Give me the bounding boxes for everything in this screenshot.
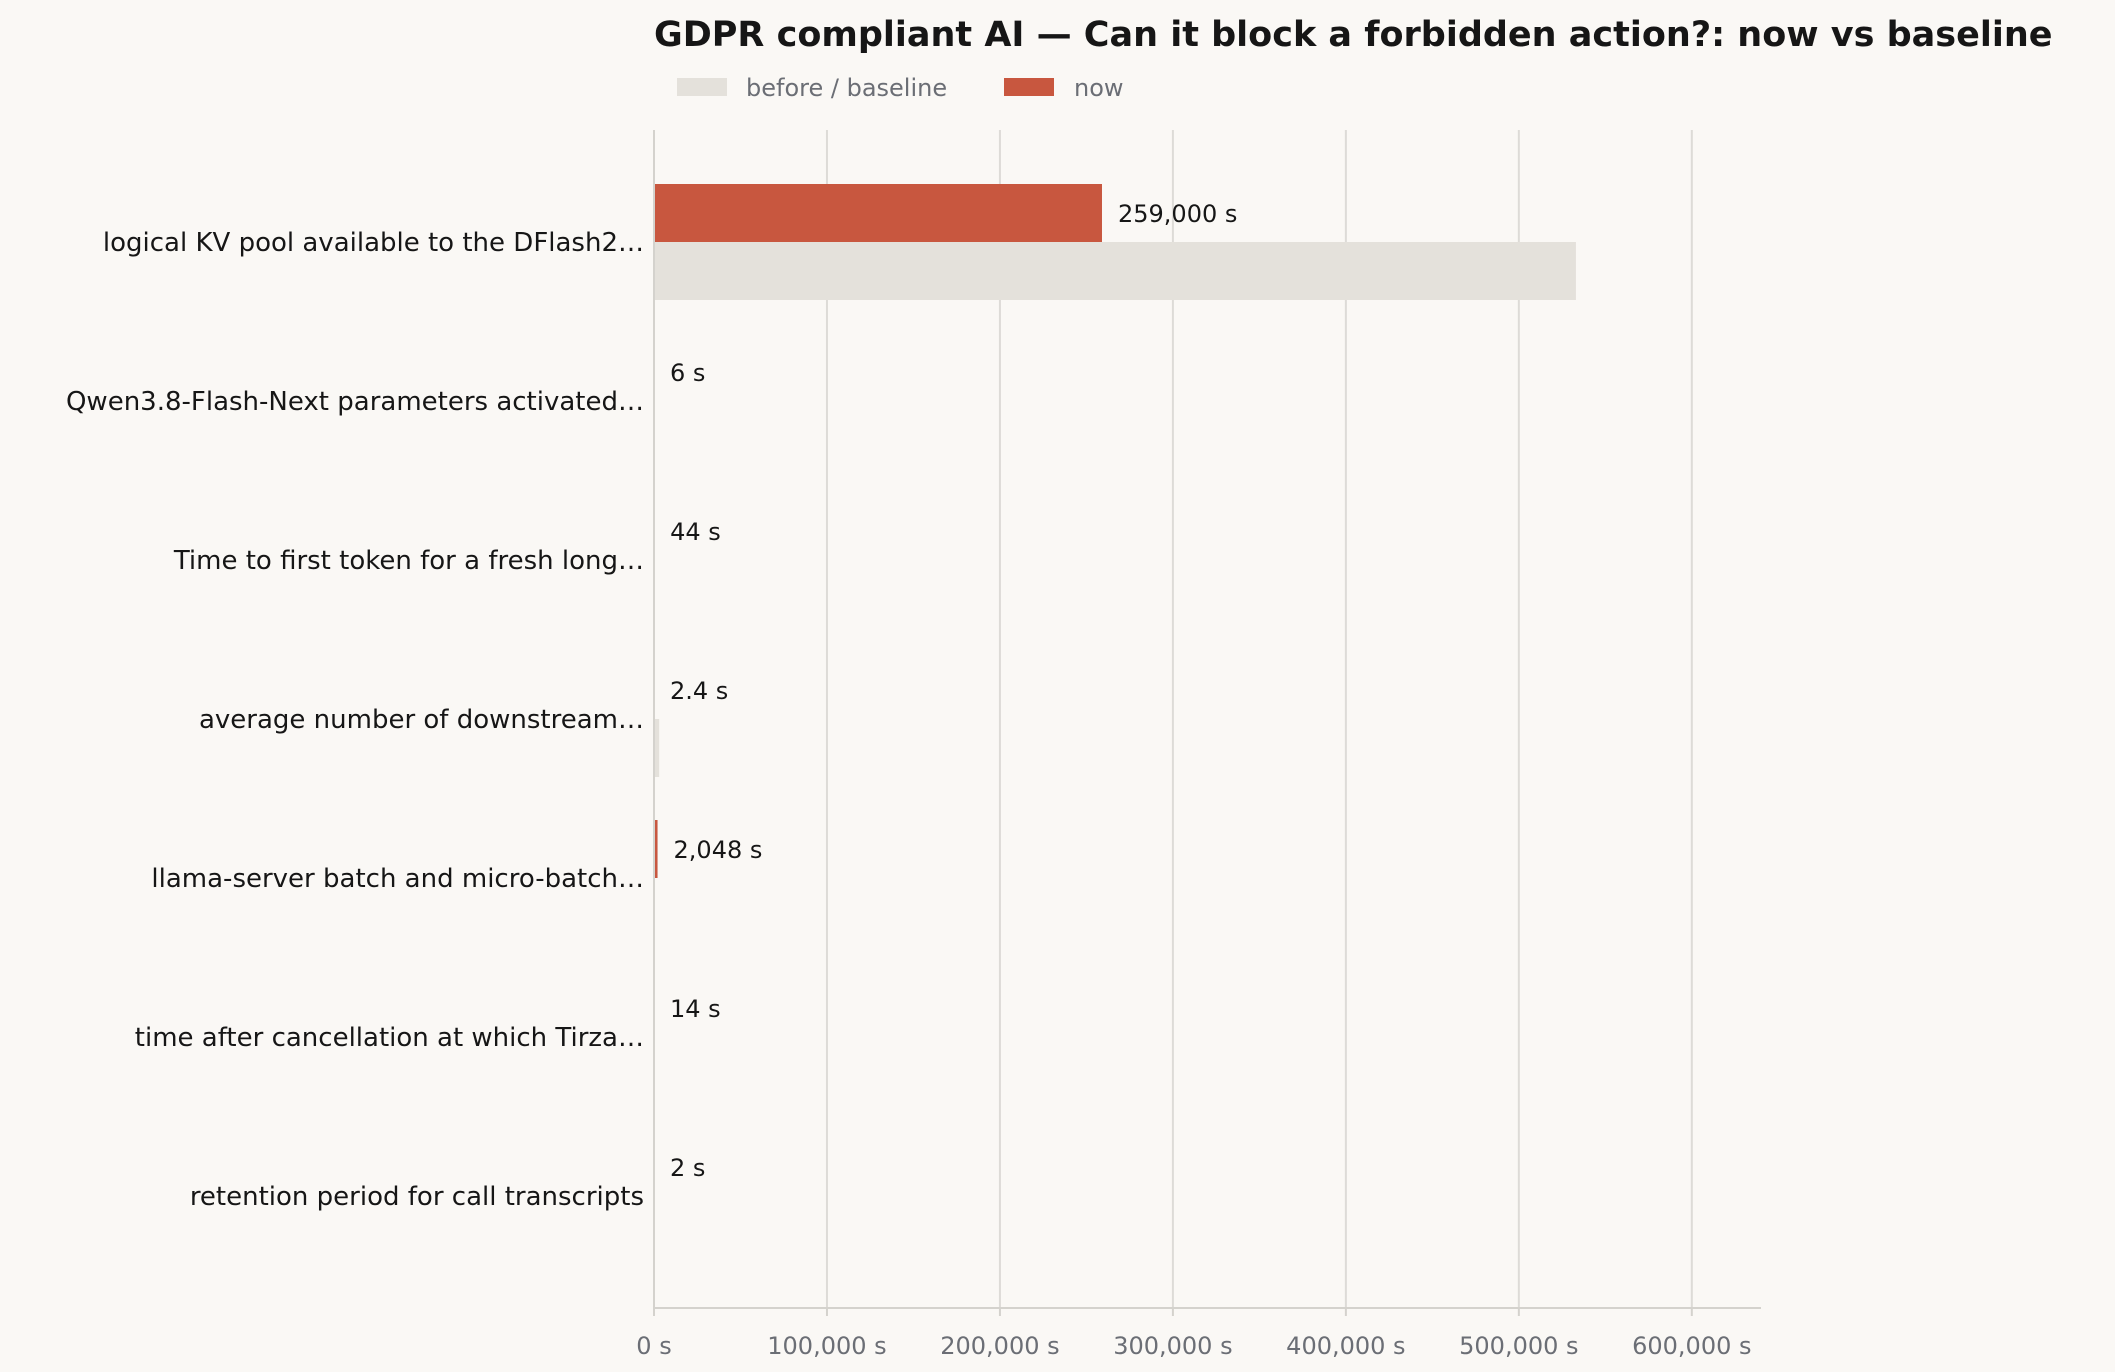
- legend-swatch-baseline: [677, 78, 727, 96]
- bar-baseline: [654, 242, 1576, 300]
- category-label: logical KV pool available to the DFlash2…: [103, 228, 644, 258]
- legend: before / baseline now: [677, 74, 1124, 102]
- category-label: time after cancellation at which Tirza…: [135, 1023, 644, 1053]
- bar-now: [654, 184, 1102, 242]
- bar-baseline: [654, 719, 660, 777]
- value-label-now: 44 s: [670, 518, 721, 546]
- x-axis: 0 s 100,000 s 200,000 s 300,000 s 400,000 s 5…: [636, 130, 1761, 1360]
- value-label-now: 2.4 s: [670, 677, 728, 705]
- value-label-now: 6 s: [670, 359, 705, 387]
- category-label: average number of downstream…: [199, 705, 644, 735]
- bars: [654, 184, 1576, 1196]
- legend-label-now: now: [1074, 74, 1124, 102]
- legend-swatch-now: [1004, 78, 1054, 96]
- x-tick-label: 100,000 s: [767, 1332, 886, 1360]
- x-tick-label: 200,000 s: [940, 1332, 1059, 1360]
- chart-title: GDPR compliant AI — Can it block a forbi…: [654, 15, 2053, 55]
- category-labels: logical KV pool available to the DFlash2…: [66, 228, 644, 1212]
- value-labels: 259,000 s 6 s 44 s 2.4 s 2,048 s 14 s 2 s: [670, 200, 1237, 1182]
- x-tick-label: 0 s: [636, 1332, 671, 1360]
- x-tick-label: 600,000 s: [1632, 1332, 1751, 1360]
- x-tick-label: 500,000 s: [1459, 1332, 1578, 1360]
- bar-now: [654, 820, 658, 878]
- category-label: retention period for call transcripts: [190, 1182, 644, 1212]
- value-label-now: 2,048 s: [674, 836, 763, 864]
- value-label-now: 259,000 s: [1118, 200, 1237, 228]
- legend-label-baseline: before / baseline: [746, 74, 947, 102]
- value-label-now: 2 s: [670, 1154, 705, 1182]
- value-label-now: 14 s: [670, 995, 721, 1023]
- category-label: Qwen3.8-Flash-Next parameters activated…: [66, 387, 644, 417]
- category-label: Time to first token for a fresh long…: [173, 546, 644, 576]
- gridlines: [825, 130, 1693, 1308]
- x-tick-label: 300,000 s: [1113, 1332, 1232, 1360]
- x-tick-label: 400,000 s: [1286, 1332, 1405, 1360]
- category-label: llama-server batch and micro-batch…: [151, 864, 644, 894]
